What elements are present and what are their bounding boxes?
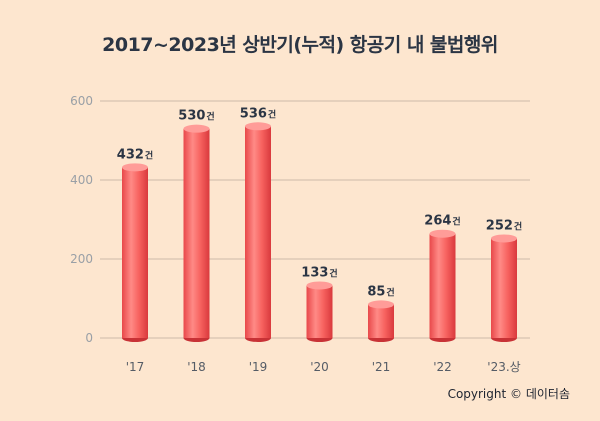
bar-body: [245, 126, 271, 338]
bar-body: [306, 285, 333, 338]
chart-title: 2017~2023년 상반기(누적) 항공기 내 불법행위: [102, 34, 498, 56]
bar-6: [491, 234, 517, 342]
value-label: 133건: [301, 265, 337, 280]
bar-1: [183, 124, 210, 342]
bar-body: [429, 233, 456, 338]
y-tick-label: 200: [70, 252, 93, 266]
x-tick-label: '18: [187, 360, 206, 374]
bar-body: [368, 304, 394, 338]
bar-cap: [306, 281, 333, 290]
x-tick-label: '20: [310, 360, 329, 374]
y-tick-label: 600: [70, 94, 93, 108]
bar-cap: [122, 163, 148, 172]
bars: [122, 122, 517, 342]
bar-body: [491, 238, 517, 338]
bar-cap: [491, 234, 517, 243]
bar-cap: [429, 229, 456, 238]
bar-0: [122, 163, 148, 342]
y-tick-label: 400: [70, 173, 93, 187]
value-label: 252건: [486, 218, 522, 233]
labels: 0 200 400 600 432건 '17 530건 '18 536건 '19 133건 '20 85…: [70, 94, 522, 374]
copyright-text: Copyright © 데이터솜: [447, 387, 570, 401]
y-tick-label: 0: [85, 331, 93, 345]
bar-body: [183, 128, 210, 338]
bar-5: [429, 229, 456, 342]
x-tick-label: '17: [126, 360, 145, 374]
bar-3: [306, 281, 333, 342]
bar-cap: [368, 300, 394, 309]
x-tick-label: '22: [433, 360, 452, 374]
bar-2: [245, 122, 271, 342]
value-label: 432건: [117, 147, 153, 162]
value-label: 536건: [240, 106, 276, 121]
bar-cap: [183, 124, 210, 133]
value-label: 264건: [424, 214, 460, 229]
value-label: 530건: [178, 109, 214, 124]
bar-cap: [245, 122, 271, 131]
value-label: 85건: [367, 284, 394, 299]
x-tick-label: '21: [372, 360, 391, 374]
x-tick-label: '19: [249, 360, 268, 374]
bar-4: [368, 300, 394, 342]
bar-body: [122, 167, 148, 338]
x-tick-label: '23.상: [487, 360, 520, 374]
